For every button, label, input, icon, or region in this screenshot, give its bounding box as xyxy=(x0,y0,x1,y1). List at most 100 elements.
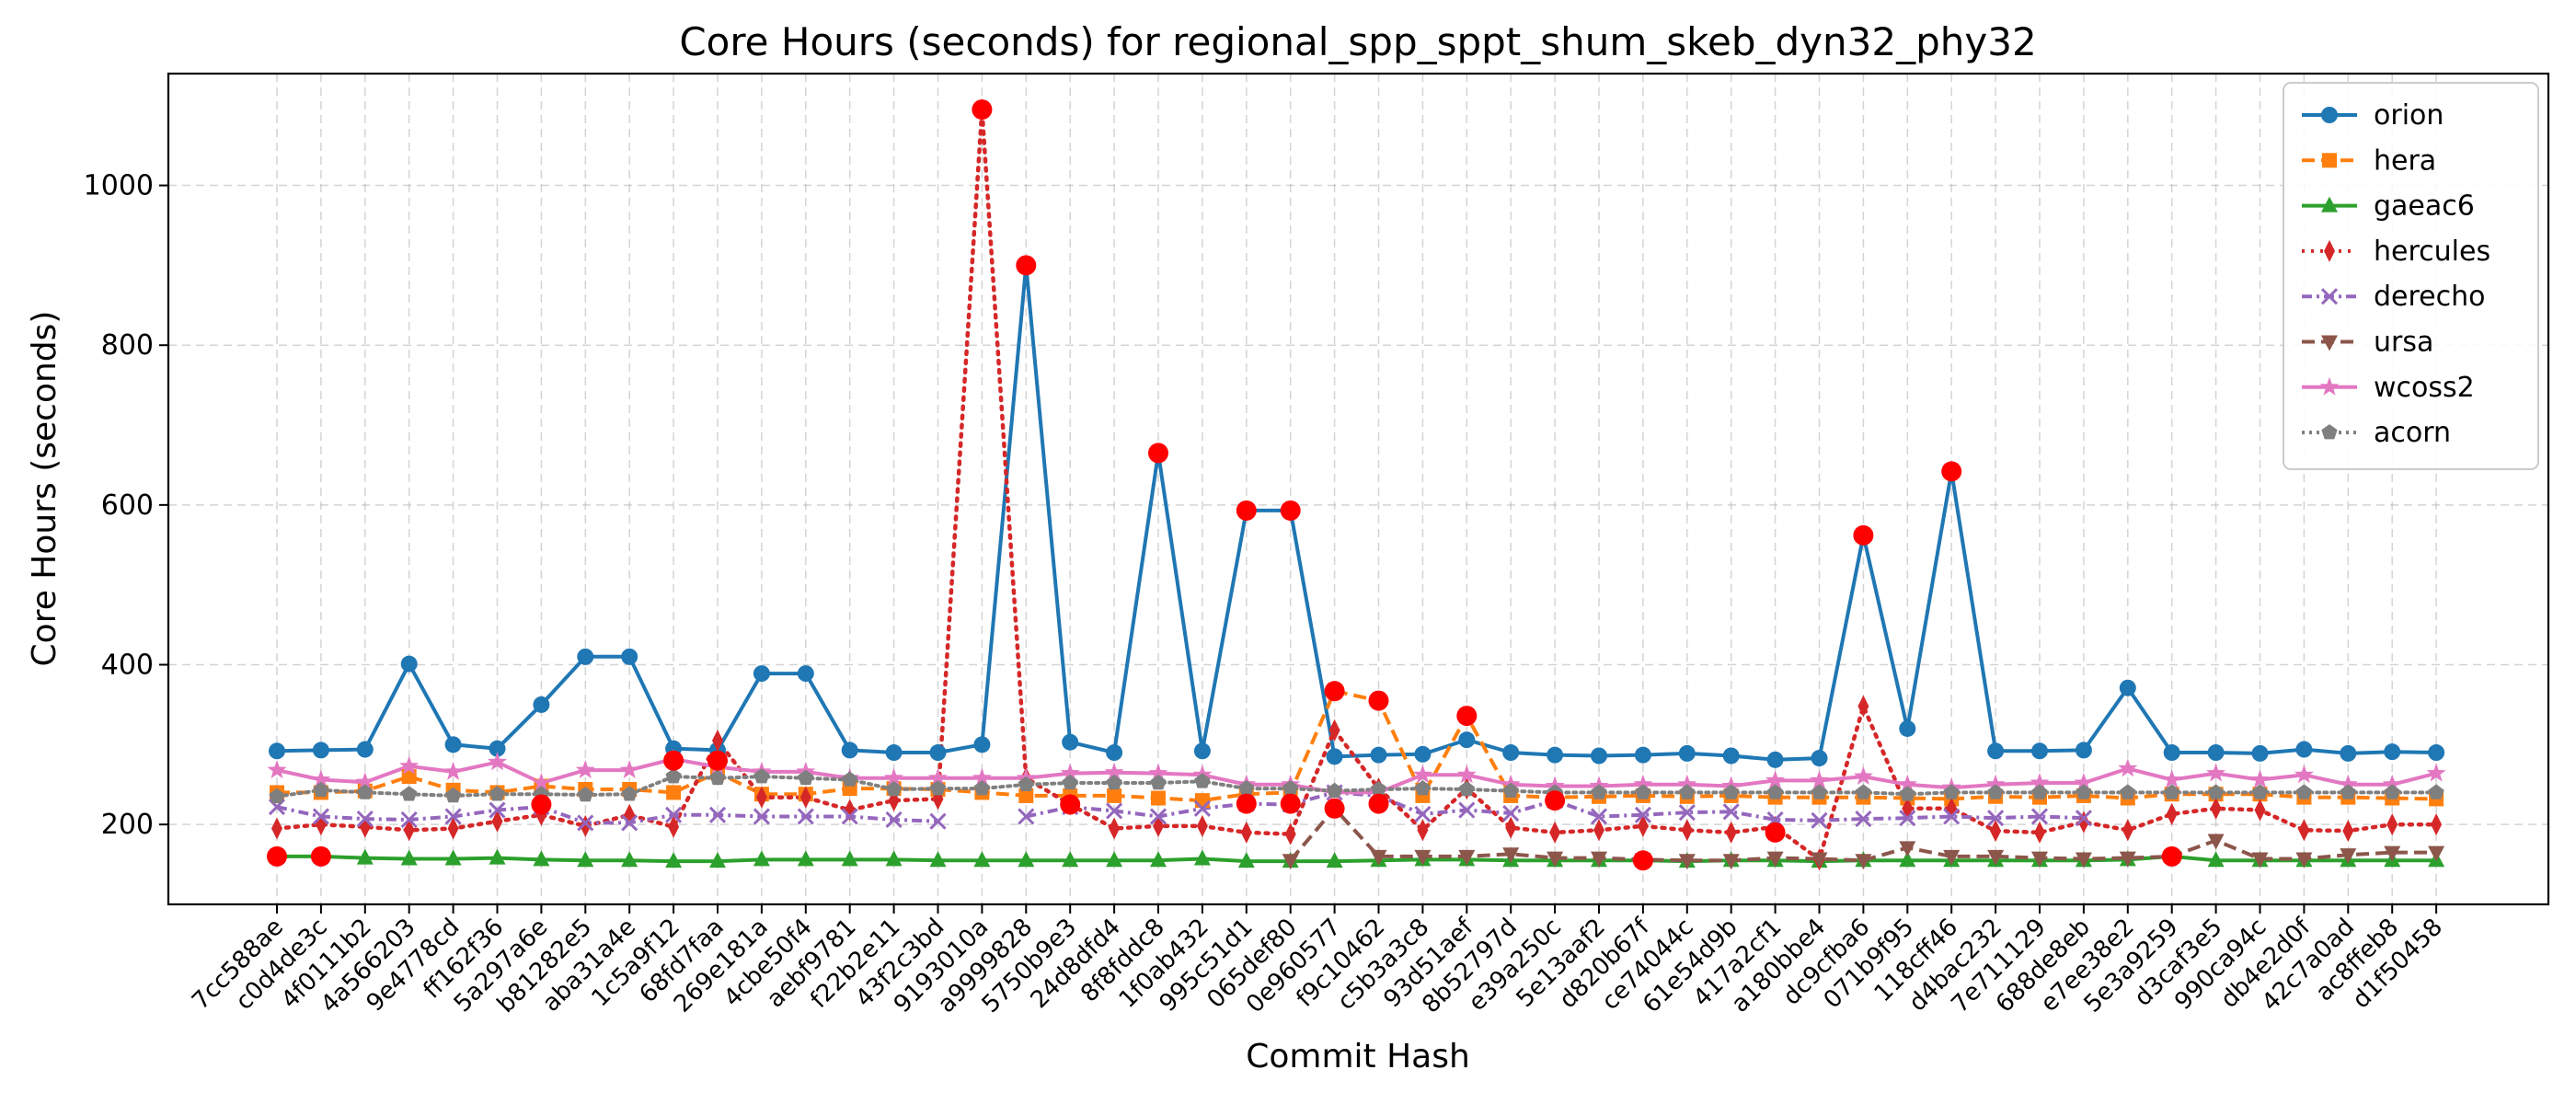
data-point-derecho xyxy=(708,806,727,823)
data-point-acorn xyxy=(1414,780,1431,796)
data-point-acorn xyxy=(1679,784,1696,799)
data-point-acorn xyxy=(269,788,285,804)
data-point-wcoss2 xyxy=(399,755,420,775)
highlight-point xyxy=(1368,690,1389,711)
data-point-orion xyxy=(1193,742,1211,760)
data-point-orion xyxy=(1766,751,1784,768)
data-point-ursa xyxy=(2384,845,2401,862)
data-point-wcoss2 xyxy=(575,760,595,778)
data-point-derecho xyxy=(489,801,506,819)
data-point-wcoss2 xyxy=(1104,762,1124,781)
data-point-wcoss2 xyxy=(2030,773,2050,791)
data-point-hercules xyxy=(1328,719,1340,742)
highlight-point xyxy=(1060,794,1081,815)
data-point-ursa xyxy=(1370,849,1387,866)
data-point-hercules xyxy=(2034,821,2045,844)
data-point-hera xyxy=(1018,788,1034,803)
data-point-ursa xyxy=(2119,851,2136,868)
data-point-ursa xyxy=(1722,854,1740,870)
data-point-acorn xyxy=(489,786,506,801)
data-point-orion xyxy=(1062,733,1079,751)
data-point-hercules xyxy=(1417,819,1429,842)
data-point-orion xyxy=(1370,746,1387,764)
data-point-orion xyxy=(1326,748,1343,765)
data-point-gaeac6 xyxy=(1326,852,1343,868)
data-point-wcoss2 xyxy=(2426,763,2446,782)
highlight-point xyxy=(1324,798,1345,819)
data-point-orion xyxy=(885,744,903,762)
highlight-point xyxy=(1456,706,1478,727)
data-point-wcoss2 xyxy=(1765,770,1786,789)
data-point-gaeac6 xyxy=(356,848,374,865)
data-point-hercules xyxy=(1725,821,1737,844)
highlight-point xyxy=(1545,790,1566,811)
data-point-hercules xyxy=(668,815,680,838)
data-point-orion xyxy=(2340,744,2357,762)
y-tick-label: 1000 xyxy=(84,170,154,202)
y-tick-label: 800 xyxy=(101,329,154,362)
y-tick-label: 200 xyxy=(101,809,154,841)
data-point-acorn xyxy=(2251,784,2269,799)
data-point-wcoss2 xyxy=(1412,765,1432,784)
data-point-derecho xyxy=(1193,799,1211,817)
data-point-acorn xyxy=(2208,784,2225,799)
data-point-wcoss2 xyxy=(972,767,992,787)
data-point-orion xyxy=(753,665,770,683)
data-point-hercules xyxy=(2210,797,2222,820)
legend-label-hercules: hercules xyxy=(2374,236,2490,268)
data-point-acorn xyxy=(1943,784,1960,799)
plot-frame xyxy=(167,72,2550,906)
y-tick-label: 400 xyxy=(101,650,154,682)
data-point-derecho xyxy=(1458,801,1476,819)
data-point-wcoss2 xyxy=(884,767,904,787)
data-point-orion xyxy=(621,648,638,665)
data-point-wcoss2 xyxy=(1810,770,1829,789)
series-line-derecho xyxy=(276,805,938,825)
data-point-ursa xyxy=(1811,852,1828,868)
data-point-hera xyxy=(1194,793,1210,809)
series-line-orion xyxy=(276,263,2437,762)
data-point-derecho xyxy=(1149,808,1167,825)
data-point-wcoss2 xyxy=(2162,769,2182,788)
data-point-gaeac6 xyxy=(665,852,683,868)
data-point-acorn xyxy=(1767,784,1784,799)
data-point-wcoss2 xyxy=(2294,765,2314,784)
data-point-hera xyxy=(1151,790,1166,806)
data-point-hercules xyxy=(1990,820,2002,843)
data-point-hercules xyxy=(1284,822,1296,845)
data-point-acorn xyxy=(929,780,947,796)
data-point-hercules xyxy=(1109,817,1121,840)
data-point-wcoss2 xyxy=(1985,774,2006,793)
data-point-gaeac6 xyxy=(533,850,550,867)
data-point-orion xyxy=(1987,742,2005,760)
data-point-orion xyxy=(2428,744,2445,762)
data-point-hercules xyxy=(1196,814,1208,837)
data-point-acorn xyxy=(1150,775,1167,790)
data-point-hercules xyxy=(2342,820,2354,843)
data-point-orion xyxy=(1811,750,1828,767)
data-point-acorn xyxy=(313,781,329,798)
data-point-derecho xyxy=(665,806,683,823)
data-point-gaeac6 xyxy=(400,849,418,866)
data-point-hercules xyxy=(403,819,415,842)
data-point-acorn xyxy=(1855,784,1871,799)
data-point-wcoss2 xyxy=(928,767,948,787)
data-point-gaeac6 xyxy=(797,850,814,867)
data-point-gaeac6 xyxy=(929,851,947,868)
data-point-orion xyxy=(1634,746,1651,764)
data-point-acorn xyxy=(2120,784,2136,799)
data-point-wcoss2 xyxy=(619,760,639,778)
data-point-orion xyxy=(1547,746,1564,764)
data-point-ursa xyxy=(1987,849,2005,866)
series-line-hercules xyxy=(274,107,2439,862)
data-point-acorn xyxy=(973,780,990,796)
data-point-derecho xyxy=(1722,803,1740,821)
data-point-acorn xyxy=(1062,775,1078,790)
highlight-point xyxy=(1280,793,1301,814)
data-point-wcoss2 xyxy=(355,772,375,791)
series-line-wcoss2 xyxy=(276,757,2437,795)
data-point-acorn xyxy=(621,786,638,801)
data-point-gaeac6 xyxy=(1150,851,1167,868)
legend-marker-orion xyxy=(2321,107,2338,123)
